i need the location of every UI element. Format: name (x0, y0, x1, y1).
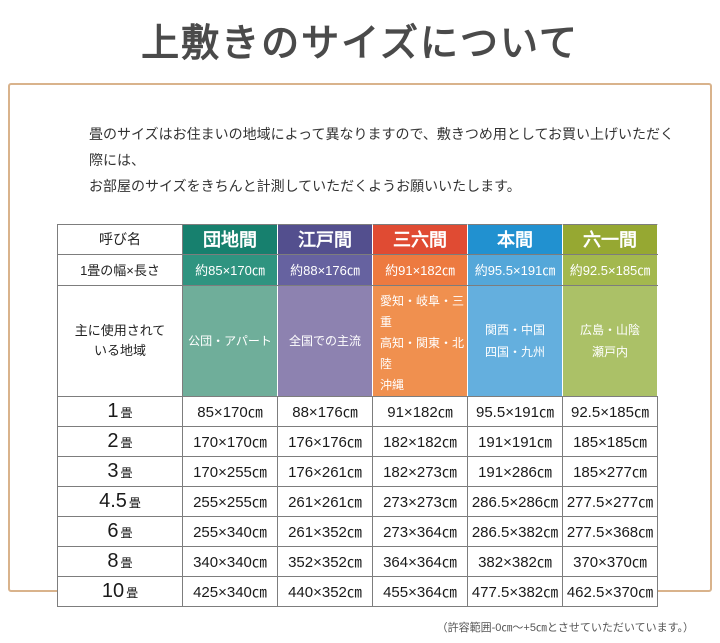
table-row: 10 畳 425×340㎝ 440×352㎝ 455×364㎝ 477.5×382… (57, 575, 658, 607)
size-cell: 191×286㎝ (467, 455, 563, 487)
size-cell: 462.5×370㎝ (562, 575, 658, 607)
region-cell: 愛知・岐阜・三重 高知・関東・北陸 沖縄 (372, 284, 468, 397)
unit-size-cell: 約95.5×191㎝ (467, 253, 563, 286)
size-cell: 185×277㎝ (562, 455, 658, 487)
column-header-rokuichima: 六一間 (562, 223, 658, 255)
region-line: 瀬戸内 (591, 344, 628, 359)
intro-text: 畳のサイズはお住まいの地域によって異なりますので、敷きつめ用としてお買い上げいた… (89, 121, 680, 199)
region-cell: 関西・中国 四国・九州 (467, 284, 563, 397)
intro-line-1: 畳のサイズはお住まいの地域によって異なりますので、敷きつめ用としてお買い上げいた… (89, 125, 675, 168)
column-header-danchima: 団地間 (182, 223, 278, 255)
row-label-unit-size: 1畳の幅×長さ (57, 253, 183, 286)
size-cell: 255×340㎝ (182, 515, 278, 547)
size-cell: 277.5×277㎝ (562, 485, 658, 517)
column-header-honma: 本間 (467, 223, 563, 255)
size-cell: 176×176㎝ (277, 425, 373, 457)
size-cell: 176×261㎝ (277, 455, 373, 487)
size-cell: 95.5×191㎝ (467, 395, 563, 427)
size-cell: 440×352㎝ (277, 575, 373, 607)
size-cell: 182×182㎝ (372, 425, 468, 457)
intro-line-2: お部屋のサイズをきちんと計測していただくようお願いいたします。 (89, 177, 521, 194)
column-header-edoma: 江戸間 (277, 223, 373, 255)
region-line: 公団・アパート (188, 333, 272, 348)
row-label-4-5jo: 4.5 畳 (57, 485, 183, 517)
region-cell: 全国での主流 (277, 284, 373, 397)
page-title: 上敷きのサイズについて (141, 23, 579, 65)
region-label-line: いる地域 (93, 342, 146, 358)
content-panel: 畳のサイズはお住まいの地域によって異なりますので、敷きつめ用としてお買い上げいた… (8, 82, 712, 634)
size-cell: 91×182㎝ (372, 395, 468, 427)
unit-size-cell: 約85×170㎝ (182, 253, 278, 286)
size-cell: 182×273㎝ (372, 455, 468, 487)
size-cell: 455×364㎝ (372, 575, 468, 607)
column-header-sanrokuma: 三六間 (372, 223, 468, 255)
size-cell: 352×352㎝ (277, 545, 373, 577)
table-header-row: 呼び名 団地間 江戸間 三六間 本間 六一間 (57, 223, 658, 255)
region-line: 高知・関東・北陸 (380, 335, 465, 371)
size-cell: 170×170㎝ (182, 425, 278, 457)
size-cell: 340×340㎝ (182, 545, 278, 577)
size-cell: 382×382㎝ (467, 545, 563, 577)
region-row: 主に使用されて いる地域 公団・アパート 全国での主流 愛知・岐阜・三重 高知・関… (57, 284, 658, 397)
region-cell: 公団・アパート (182, 284, 278, 397)
size-cell: 286.5×382㎝ (467, 515, 563, 547)
column-header-name: 呼び名 (57, 223, 183, 255)
size-cell: 185×185㎝ (562, 425, 658, 457)
size-cell: 261×261㎝ (277, 485, 373, 517)
unit-size-cell: 約92.5×185㎝ (562, 253, 658, 286)
region-line: 四国・九州 (484, 344, 545, 359)
size-cell: 261×352㎝ (277, 515, 373, 547)
tatami-unit-size-row: 1畳の幅×長さ 約85×170㎝ 約88×176㎝ 約91×182㎝ 約95.5… (57, 253, 658, 286)
size-cell: 92.5×185㎝ (562, 395, 658, 427)
size-cell: 277.5×368㎝ (562, 515, 658, 547)
tatami-size-table: 呼び名 団地間 江戸間 三六間 本間 六一間 1畳の幅×長さ 約85×170㎝ … (57, 223, 658, 607)
unit-size-cell: 約91×182㎝ (372, 253, 468, 286)
size-cell: 364×364㎝ (372, 545, 468, 577)
size-cell: 170×255㎝ (182, 455, 278, 487)
size-cell: 255×255㎝ (182, 485, 278, 517)
region-cell: 広島・山陰 瀬戸内 (562, 284, 658, 397)
region-line: 広島・山陰 (579, 322, 640, 337)
row-label-region: 主に使用されて いる地域 (57, 284, 183, 397)
size-cell: 273×273㎝ (372, 485, 468, 517)
size-cell: 273×364㎝ (372, 515, 468, 547)
table-row: 4.5 畳 255×255㎝ 261×261㎝ 273×273㎝ 286.5×28… (57, 485, 658, 517)
size-cell: 286.5×286㎝ (467, 485, 563, 517)
size-cell: 425×340㎝ (182, 575, 278, 607)
size-cell: 88×176㎝ (277, 395, 373, 427)
region-line: 愛知・岐阜・三重 (380, 293, 465, 329)
size-cell: 477.5×382㎝ (467, 575, 563, 607)
size-cell: 370×370㎝ (562, 545, 658, 577)
size-cell: 191×191㎝ (467, 425, 563, 457)
region-line: 沖縄 (380, 377, 405, 392)
region-line: 関西・中国 (484, 322, 545, 337)
region-label-line: 主に使用されて (74, 322, 166, 338)
size-cell: 85×170㎝ (182, 395, 278, 427)
region-line: 全国での主流 (288, 333, 361, 348)
unit-size-cell: 約88×176㎝ (277, 253, 373, 286)
row-label-10jo: 10 畳 (57, 575, 183, 607)
